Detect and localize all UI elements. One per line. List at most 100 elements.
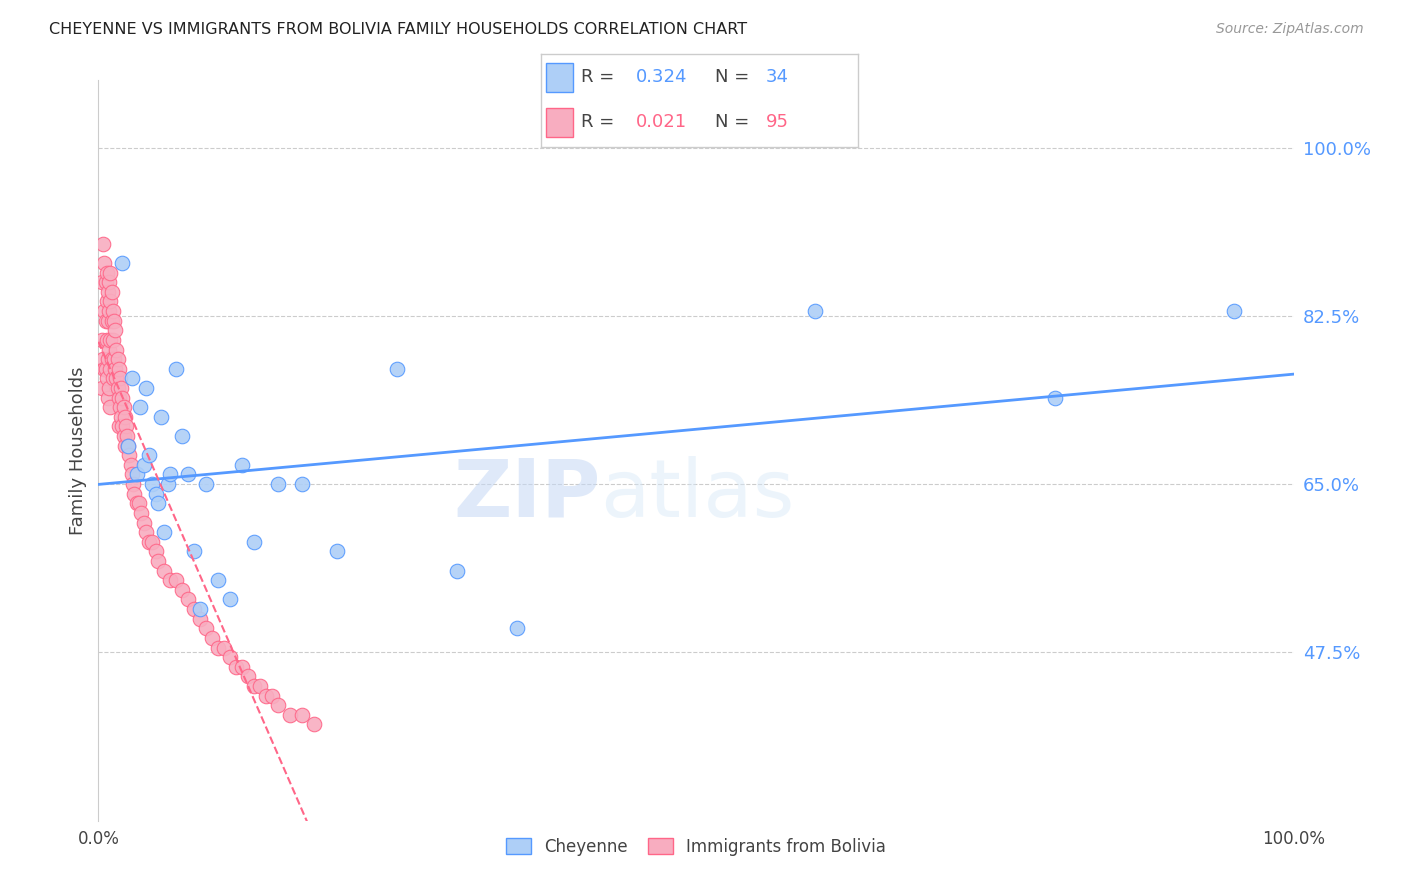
Point: [260, 689, 283, 703]
Point: [117, 439, 139, 453]
Point: [117, 439, 139, 453]
Text: N =: N =: [716, 113, 755, 131]
Point: [183, 602, 205, 616]
Point: [91, 381, 114, 395]
Point: [98, 361, 122, 376]
Point: [100, 352, 122, 367]
Point: [100, 285, 122, 299]
Point: [115, 429, 138, 443]
Point: [138, 534, 160, 549]
Point: [188, 602, 211, 616]
Point: [97, 313, 120, 327]
Point: [1043, 391, 1066, 405]
Point: [98, 343, 121, 357]
Point: [201, 631, 224, 645]
Point: [291, 477, 314, 491]
Point: [159, 574, 181, 588]
Point: [219, 650, 242, 665]
Point: [93, 304, 115, 318]
Point: [108, 400, 131, 414]
Point: [172, 582, 194, 597]
Point: [94, 361, 117, 376]
Point: [128, 496, 150, 510]
Point: [132, 516, 155, 530]
Point: [101, 333, 124, 347]
Point: [291, 707, 314, 722]
Point: [105, 343, 128, 357]
Point: [101, 371, 124, 385]
Point: [165, 574, 187, 588]
Point: [96, 333, 118, 347]
Point: [135, 525, 157, 540]
Point: [97, 352, 120, 367]
Text: 0.021: 0.021: [637, 113, 688, 131]
Point: [135, 381, 157, 395]
Bar: [546, 108, 574, 136]
Point: [121, 467, 143, 482]
Point: [207, 640, 229, 655]
Point: [93, 256, 115, 270]
Point: [249, 679, 271, 693]
Point: [98, 304, 121, 318]
Point: [177, 592, 200, 607]
Point: [98, 294, 122, 309]
Point: [302, 717, 325, 731]
Text: N =: N =: [716, 69, 755, 87]
Point: [254, 689, 277, 703]
Point: [148, 496, 170, 510]
Y-axis label: Family Households: Family Households: [69, 367, 87, 534]
Point: [212, 640, 235, 655]
Point: [115, 419, 138, 434]
Point: [243, 534, 266, 549]
Point: [96, 294, 118, 309]
Point: [165, 361, 187, 376]
Point: [225, 660, 247, 674]
Point: [153, 564, 176, 578]
Point: [94, 313, 117, 327]
Point: [103, 313, 125, 327]
Point: [104, 323, 127, 337]
Text: Source: ZipAtlas.com: Source: ZipAtlas.com: [1216, 22, 1364, 37]
Point: [156, 477, 179, 491]
Point: [107, 352, 129, 367]
Point: [118, 448, 141, 462]
Point: [231, 458, 253, 472]
Point: [177, 467, 200, 482]
Point: [112, 429, 135, 443]
Point: [125, 467, 148, 482]
Point: [446, 564, 468, 578]
Point: [207, 574, 229, 588]
Point: [94, 275, 117, 289]
Point: [91, 333, 114, 347]
Point: [110, 381, 132, 395]
Point: [141, 534, 163, 549]
Point: [122, 477, 145, 491]
Bar: [546, 63, 574, 92]
Point: [112, 400, 135, 414]
Point: [278, 707, 301, 722]
Point: [385, 361, 409, 376]
Text: 0.324: 0.324: [637, 69, 688, 87]
Point: [98, 381, 121, 395]
Point: [91, 275, 114, 289]
Point: [141, 477, 163, 491]
Point: [236, 669, 259, 683]
Text: CHEYENNE VS IMMIGRANTS FROM BOLIVIA FAMILY HOUSEHOLDS CORRELATION CHART: CHEYENNE VS IMMIGRANTS FROM BOLIVIA FAMI…: [49, 22, 748, 37]
Text: 95: 95: [766, 113, 789, 131]
Point: [111, 419, 134, 434]
Point: [96, 371, 118, 385]
Point: [103, 352, 125, 367]
Point: [91, 352, 114, 367]
Point: [91, 236, 114, 251]
Point: [219, 592, 242, 607]
Text: 34: 34: [766, 69, 789, 87]
Point: [100, 313, 122, 327]
Point: [1223, 304, 1246, 318]
Text: ZIP: ZIP: [453, 456, 600, 534]
Point: [107, 361, 129, 376]
Point: [114, 439, 136, 453]
Text: R =: R =: [581, 113, 620, 131]
Point: [148, 554, 170, 568]
Text: atlas: atlas: [600, 456, 794, 534]
Point: [131, 506, 153, 520]
